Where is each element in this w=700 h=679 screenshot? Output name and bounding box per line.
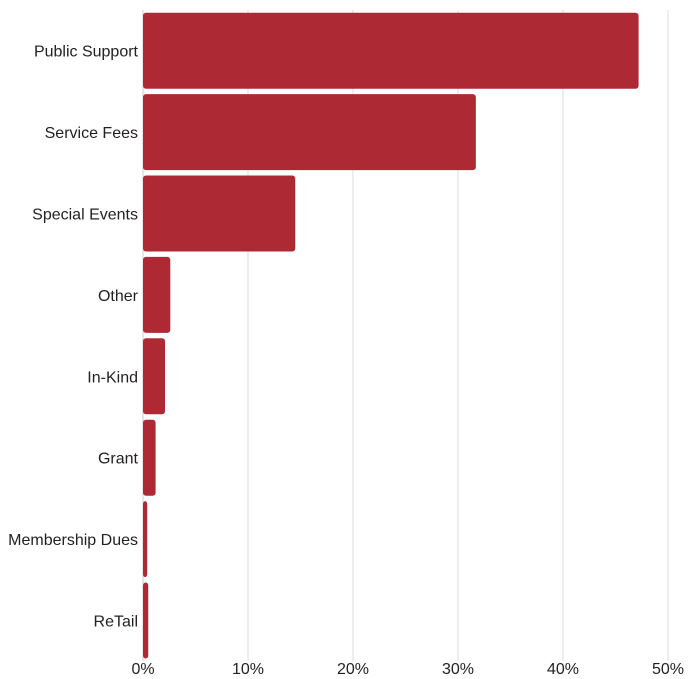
bar-other xyxy=(143,256,171,333)
category-label: Grant xyxy=(98,451,139,468)
bar-public-support xyxy=(143,12,639,89)
x-tick-label: 50% xyxy=(652,661,684,678)
category-labels: Public Support Service Fees Special Events… xyxy=(8,44,139,631)
category-label: In-Kind xyxy=(87,369,138,386)
category-label: Membership Dues xyxy=(8,532,138,549)
bar-service-fees xyxy=(143,94,476,171)
category-label: ReTail xyxy=(94,614,138,631)
bars xyxy=(143,12,639,659)
bar-in-kind xyxy=(143,338,166,415)
category-label: Service Fees xyxy=(45,125,138,142)
x-tick-label: 0% xyxy=(131,661,154,678)
bar-retail xyxy=(143,582,149,659)
x-tick-labels: 0% 10% 20% 30% 40% 50% xyxy=(131,661,684,678)
category-label: Public Support xyxy=(34,44,139,61)
bar-special-events xyxy=(143,175,296,252)
x-tick-label: 10% xyxy=(232,661,264,678)
x-tick-label: 40% xyxy=(547,661,579,678)
x-tick-label: 20% xyxy=(337,661,369,678)
category-label: Other xyxy=(98,288,139,305)
x-tick-label: 30% xyxy=(442,661,474,678)
bar-membership-dues xyxy=(143,501,148,578)
bar-grant xyxy=(143,419,156,496)
category-label: Special Events xyxy=(32,207,138,224)
